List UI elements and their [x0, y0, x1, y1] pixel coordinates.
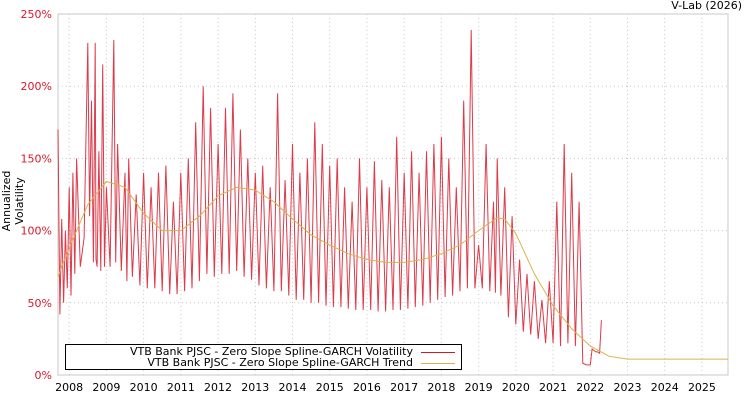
x-tick-label: 2016: [353, 381, 381, 394]
y-axis-ticks: 0% 50% 100% 150% 200% 250%: [21, 8, 52, 382]
y-tick-label: 0%: [35, 369, 52, 382]
x-tick-label: 2009: [92, 381, 120, 394]
credit-label: V-Lab (2026): [671, 0, 742, 12]
trend-series: [57, 180, 728, 360]
plot-frame: [57, 13, 729, 376]
y-tick-label: 100%: [21, 225, 52, 238]
volatility-series: [57, 29, 602, 366]
y-tick-label: 200%: [21, 80, 52, 93]
y-axis-label: Annualized Volatility: [0, 170, 26, 232]
legend: VTB Bank PJSC - Zero Slope Spline-GARCH …: [65, 344, 462, 370]
x-tick-label: 2014: [279, 381, 307, 394]
y-tick-label: 150%: [21, 152, 52, 165]
x-tick-label: 2011: [167, 381, 195, 394]
x-tick-label: 2013: [241, 381, 269, 394]
legend-swatch-volatility: [421, 351, 455, 353]
y-tick-label: 50%: [28, 297, 52, 310]
legend-item-volatility: VTB Bank PJSC - Zero Slope Spline-GARCH …: [130, 346, 455, 358]
x-tick-label: 2021: [539, 381, 567, 394]
x-tick-label: 2022: [576, 381, 604, 394]
x-tick-label: 2018: [427, 381, 455, 394]
x-tick-label: 2023: [614, 381, 642, 394]
x-tick-label: 2019: [465, 381, 493, 394]
x-tick-label: 2025: [688, 381, 716, 394]
x-axis-ticks: 2008 2009 2010 2011 2012 2013 2014 2015 2016 2017…: [55, 381, 716, 394]
legend-label-trend: VTB Bank PJSC - Zero Slope Spline-GARCH …: [147, 356, 413, 369]
legend-swatch-trend: [421, 362, 455, 364]
legend-label-volatility: VTB Bank PJSC - Zero Slope Spline-GARCH …: [129, 345, 413, 358]
x-tick-label: 2015: [316, 381, 344, 394]
y-tick-label: 250%: [21, 8, 52, 21]
grid-lines: [58, 14, 728, 375]
x-tick-label: 2012: [204, 381, 232, 394]
x-tick-label: 2010: [130, 381, 158, 394]
x-tick-label: 2017: [390, 381, 418, 394]
x-tick-label: 2024: [651, 381, 679, 394]
x-tick-label: 2008: [55, 381, 83, 394]
x-tick-label: 2020: [502, 381, 530, 394]
legend-item-trend: VTB Bank PJSC - Zero Slope Spline-GARCH …: [147, 357, 455, 369]
